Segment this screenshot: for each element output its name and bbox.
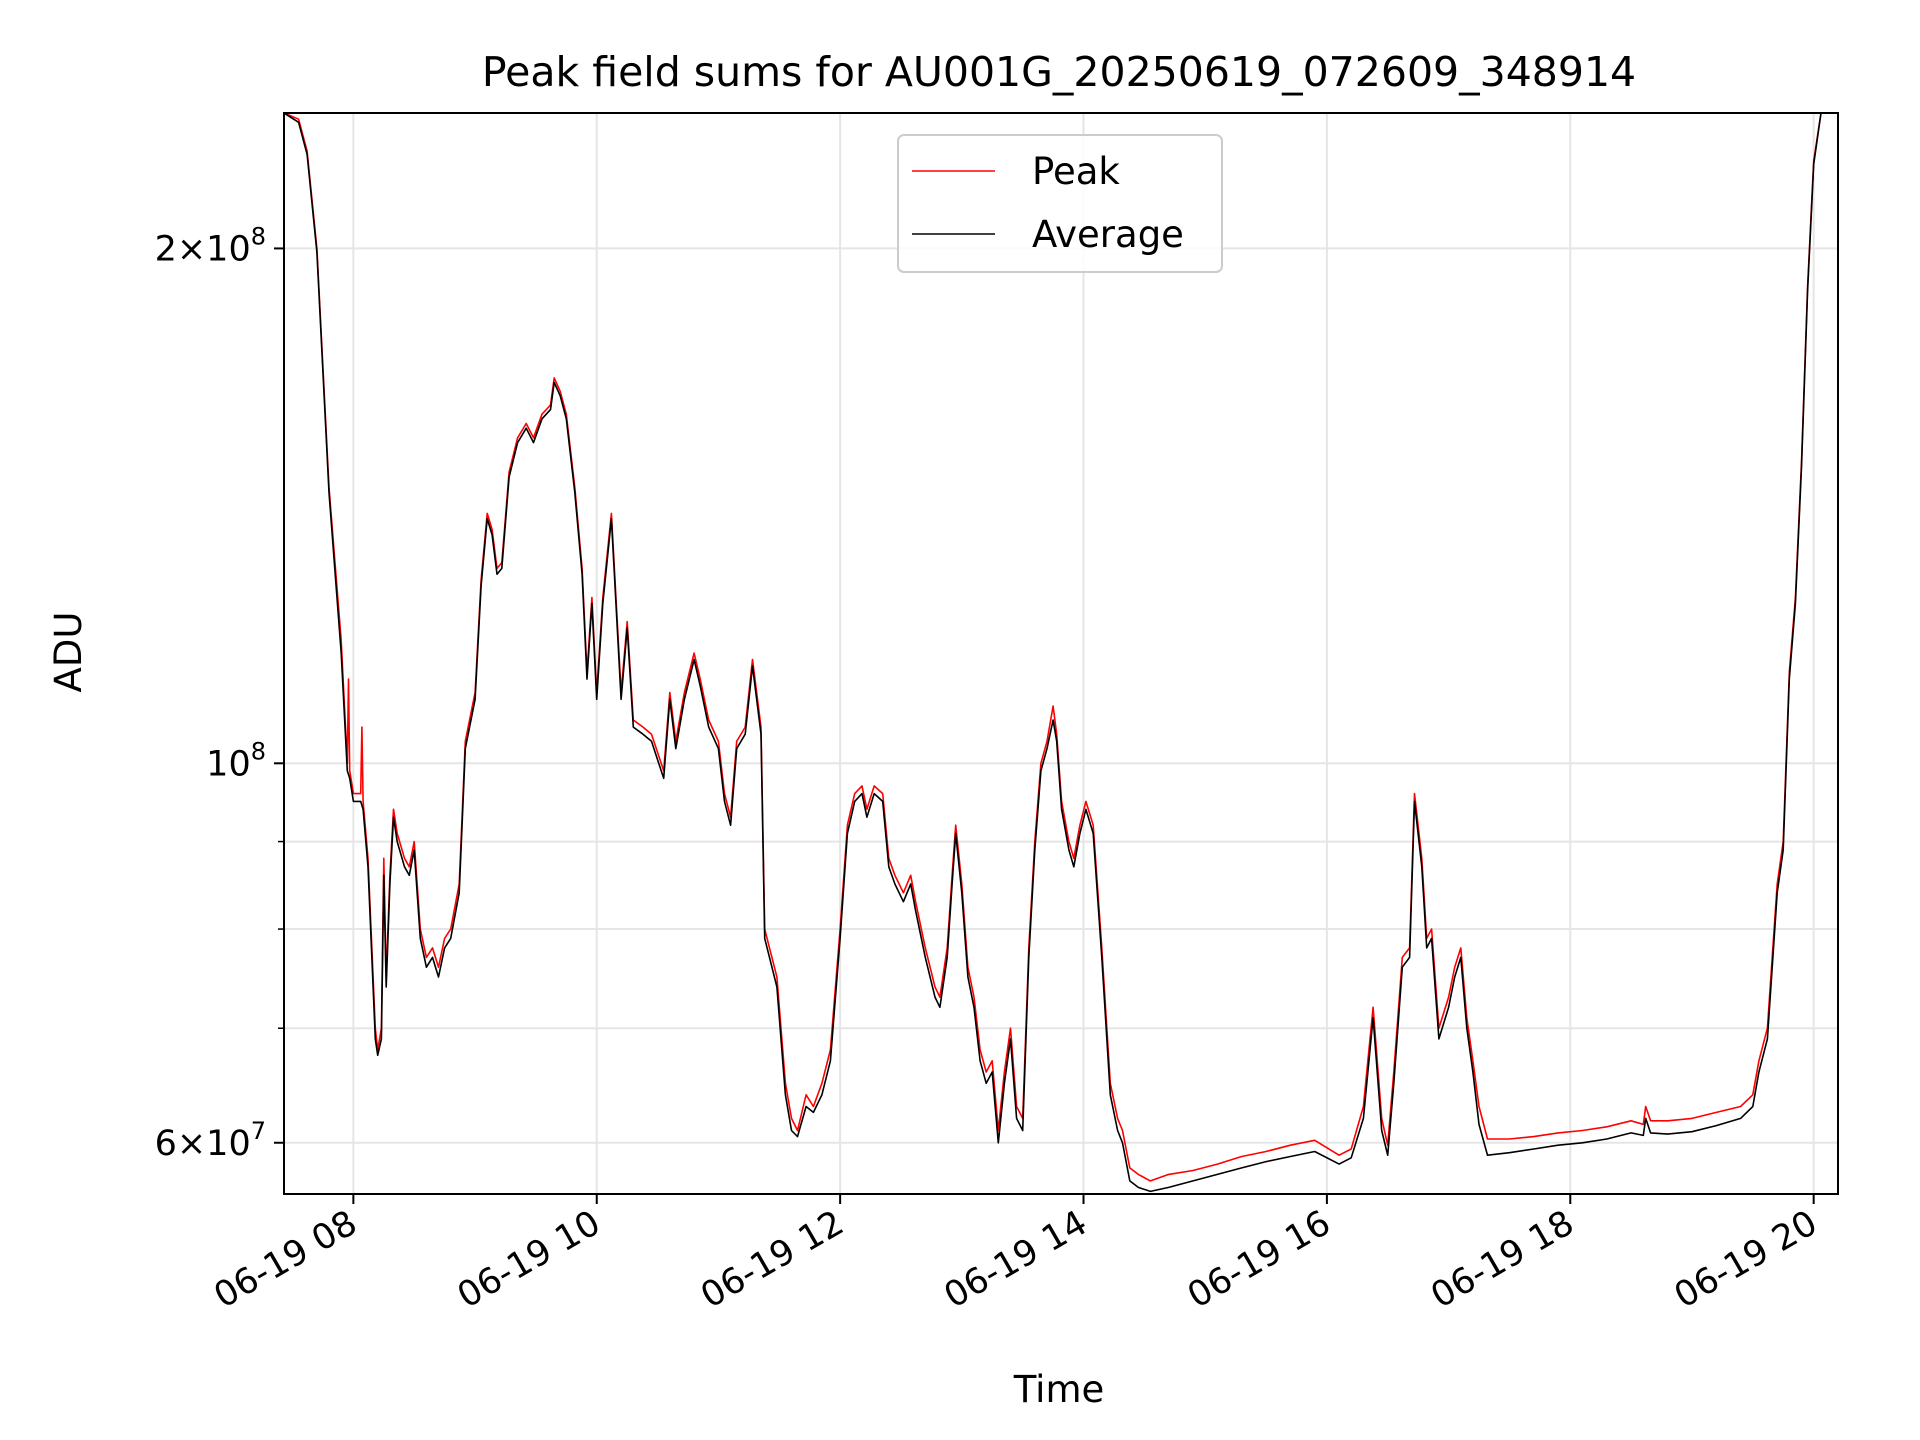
x-axis-label: Time <box>1013 1368 1105 1411</box>
series-line-average <box>284 113 1822 1193</box>
legend-label-average: Average <box>1032 213 1184 256</box>
plot-area <box>284 113 1822 1193</box>
legend-box <box>897 134 1223 273</box>
chart-title: Peak field sums for AU001G_20250619_0726… <box>482 48 1636 96</box>
legend: Peak Average <box>897 134 1223 273</box>
series-line-peak <box>284 113 1822 1182</box>
legend-label-peak: Peak <box>1032 150 1120 193</box>
y-axis-label: ADU <box>47 612 90 693</box>
y-tick-label: 6×107 <box>155 1117 266 1164</box>
y-tick-label: 108 <box>206 737 266 784</box>
y-tick-label: 2×108 <box>155 222 266 269</box>
axes-frame <box>283 112 1839 1195</box>
